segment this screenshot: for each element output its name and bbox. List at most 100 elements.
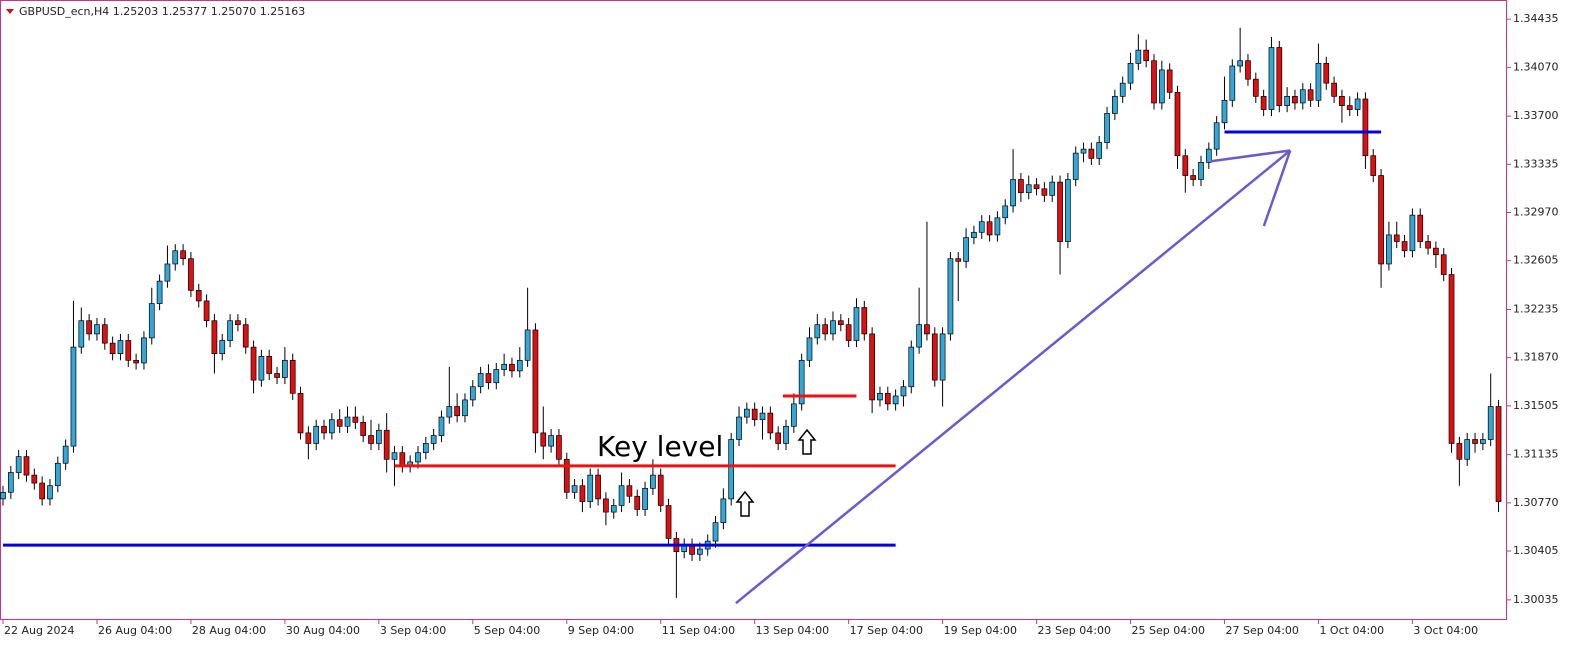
- candle-body: [650, 474, 656, 489]
- candle-body: [313, 425, 320, 444]
- candle-body: [70, 346, 77, 447]
- candle-body: [94, 324, 100, 335]
- candle-body: [1088, 148, 1095, 159]
- candle-body: [1292, 95, 1298, 104]
- candle-body: [728, 439, 735, 500]
- candle-body: [7, 472, 14, 493]
- candle-body: [1112, 95, 1118, 114]
- x-tick-label: 26 Aug 04:00: [98, 624, 172, 637]
- candle-body: [822, 324, 829, 335]
- candle-body: [1245, 60, 1251, 80]
- annotation: Key level: [597, 430, 723, 463]
- candle-body: [657, 474, 664, 506]
- candle-body: [845, 324, 852, 341]
- candle-body: [516, 359, 523, 372]
- x-tick-label: 30 Aug 04:00: [286, 624, 360, 637]
- candle-body: [1433, 247, 1439, 256]
- candle-body: [477, 373, 484, 388]
- candle-body: [1174, 92, 1181, 157]
- candle-body: [274, 373, 280, 378]
- x-tick-label: 3 Oct 04:00: [1413, 624, 1478, 637]
- candle-body: [383, 429, 390, 460]
- candle-body: [148, 303, 155, 339]
- y-tick-label: 1.30405: [1513, 544, 1559, 557]
- candle-body: [720, 498, 727, 524]
- candle-body: [853, 307, 860, 341]
- y-tick-label: 1.32235: [1513, 303, 1559, 316]
- candle-body: [626, 485, 633, 497]
- candle-body: [329, 419, 335, 434]
- y-tick-label: 1.32605: [1513, 254, 1559, 267]
- candle-body: [1229, 65, 1236, 101]
- y-tick-label: 1.31135: [1513, 448, 1559, 461]
- plot-frame: [0, 0, 1507, 620]
- candle-body: [109, 342, 116, 355]
- candle-body: [31, 474, 38, 484]
- candle-body: [352, 416, 359, 423]
- candle-body: [908, 346, 915, 388]
- candle-body: [978, 221, 985, 233]
- candle-body: [164, 263, 171, 282]
- x-tick-label: 28 Aug 04:00: [192, 624, 266, 637]
- candle-body: [1495, 406, 1502, 502]
- candle-body: [1440, 254, 1447, 275]
- y-tick-label: 1.32970: [1513, 205, 1559, 218]
- candle-body: [1198, 161, 1204, 180]
- candle-body: [1049, 181, 1056, 196]
- candle-body: [892, 395, 899, 405]
- candle-body: [258, 356, 265, 381]
- candle-body: [15, 456, 22, 473]
- candle-body: [697, 548, 703, 555]
- candle-body: [1166, 69, 1173, 93]
- y-tick-label: 1.34070: [1513, 60, 1559, 73]
- candle-body: [1158, 69, 1165, 104]
- candle-body: [101, 324, 108, 344]
- candle-body: [712, 522, 719, 542]
- candle-body: [462, 399, 468, 417]
- candle-body: [344, 416, 351, 427]
- candle-body: [1041, 188, 1048, 196]
- candle-body: [305, 432, 312, 444]
- candle-body: [336, 419, 343, 427]
- candle-body: [23, 456, 30, 476]
- candle-body: [955, 258, 962, 262]
- candle-body: [1127, 63, 1134, 84]
- candle-body: [1010, 179, 1016, 207]
- x-tick-label: 17 Sep 04:00: [850, 624, 923, 637]
- candle-body: [141, 337, 147, 364]
- candle-body: [1025, 184, 1032, 194]
- candle-body: [1346, 105, 1353, 110]
- candle-body: [798, 359, 805, 405]
- candle-body: [391, 452, 398, 460]
- candle-body: [1354, 98, 1361, 110]
- candle-body: [814, 324, 821, 339]
- candle-body: [743, 408, 750, 418]
- candle-body: [783, 425, 789, 444]
- candle-body: [877, 392, 883, 401]
- candle-body: [1370, 155, 1377, 176]
- candle-body: [297, 392, 304, 434]
- candle-body: [266, 356, 273, 374]
- candle-body: [1448, 274, 1455, 444]
- candle-body: [830, 320, 836, 335]
- candle-body: [1456, 443, 1463, 460]
- candle-body: [0, 491, 6, 500]
- candle-body: [360, 421, 367, 436]
- candle-body: [509, 363, 515, 372]
- candle-body: [1143, 49, 1150, 62]
- candle-body: [219, 340, 226, 355]
- candle-body: [156, 280, 163, 304]
- candle-body: [986, 221, 993, 236]
- candle-body: [994, 217, 1001, 236]
- candle-body: [188, 258, 194, 291]
- y-tick-label: 1.31870: [1513, 351, 1559, 364]
- candle-body: [524, 329, 531, 361]
- candle-body: [634, 495, 641, 510]
- candle-body: [861, 307, 868, 335]
- x-tick-label: 11 Sep 04:00: [662, 624, 735, 637]
- candle-body: [1339, 95, 1345, 106]
- candle-body: [454, 406, 460, 417]
- candle-body: [971, 231, 977, 238]
- candle-body: [1425, 241, 1431, 249]
